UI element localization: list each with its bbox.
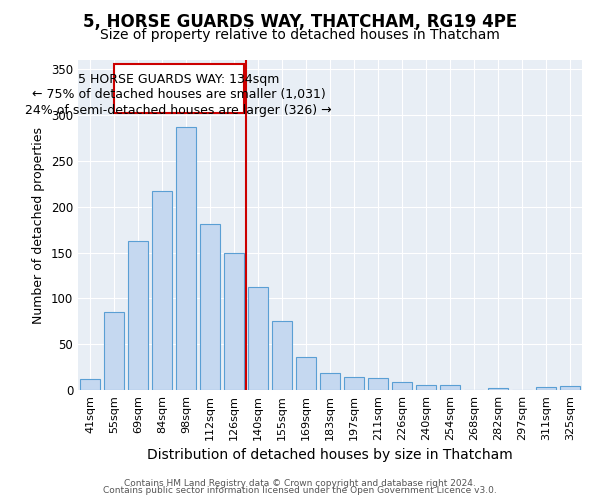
Bar bbox=[368, 378, 388, 390]
Bar bbox=[488, 388, 508, 390]
Bar bbox=[392, 382, 412, 390]
Text: ← 75% of detached houses are smaller (1,031): ← 75% of detached houses are smaller (1,… bbox=[32, 88, 326, 102]
Bar bbox=[272, 322, 292, 390]
Bar bbox=[440, 386, 460, 390]
Bar bbox=[104, 312, 124, 390]
Bar bbox=[296, 357, 316, 390]
Bar bbox=[320, 372, 340, 390]
Bar bbox=[176, 127, 196, 390]
Bar bbox=[536, 387, 556, 390]
Bar bbox=[560, 386, 580, 390]
Bar bbox=[224, 252, 244, 390]
Bar bbox=[416, 386, 436, 390]
Bar bbox=[248, 288, 268, 390]
Y-axis label: Number of detached properties: Number of detached properties bbox=[32, 126, 46, 324]
Text: Size of property relative to detached houses in Thatcham: Size of property relative to detached ho… bbox=[100, 28, 500, 42]
Bar bbox=[128, 240, 148, 390]
Text: 24% of semi-detached houses are larger (326) →: 24% of semi-detached houses are larger (… bbox=[25, 104, 332, 117]
Bar bbox=[200, 224, 220, 390]
X-axis label: Distribution of detached houses by size in Thatcham: Distribution of detached houses by size … bbox=[147, 448, 513, 462]
Text: Contains public sector information licensed under the Open Government Licence v3: Contains public sector information licen… bbox=[103, 486, 497, 495]
Bar bbox=[344, 377, 364, 390]
Bar bbox=[152, 191, 172, 390]
Text: Contains HM Land Registry data © Crown copyright and database right 2024.: Contains HM Land Registry data © Crown c… bbox=[124, 478, 476, 488]
FancyBboxPatch shape bbox=[114, 64, 244, 113]
Text: 5 HORSE GUARDS WAY: 134sqm: 5 HORSE GUARDS WAY: 134sqm bbox=[78, 73, 280, 86]
Bar bbox=[80, 379, 100, 390]
Text: 5, HORSE GUARDS WAY, THATCHAM, RG19 4PE: 5, HORSE GUARDS WAY, THATCHAM, RG19 4PE bbox=[83, 12, 517, 30]
